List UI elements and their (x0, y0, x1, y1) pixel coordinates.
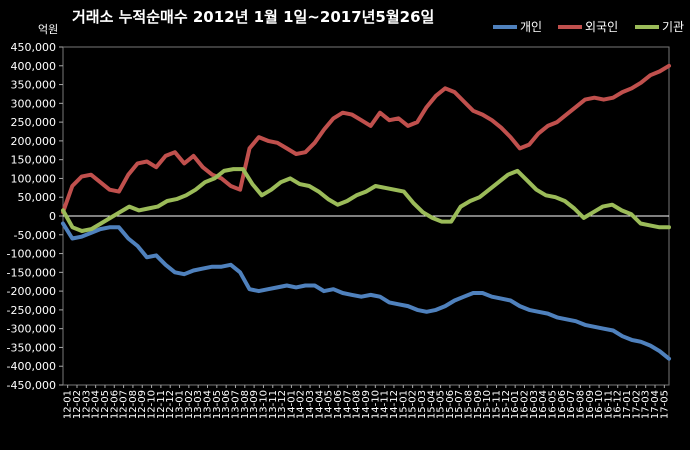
x-tick-label: 13-09 (249, 390, 260, 419)
x-tick-label: 12-12 (165, 390, 176, 419)
y-tick-label: 350,000 (11, 79, 57, 92)
y-tick-label: -300,000 (7, 323, 56, 336)
y-tick-label: 250,000 (11, 116, 57, 129)
series-group (61, 63, 671, 361)
series-line-3 (61, 167, 671, 233)
legend: 개인 외국인 기관 (493, 20, 684, 34)
y-tick-label: -250,000 (7, 304, 56, 317)
y-tick-label: -350,000 (7, 341, 56, 354)
x-tick-label: 17-04 (650, 390, 661, 419)
y-tick-label: 50,000 (18, 191, 57, 204)
x-tick-label: 13-06 (221, 390, 232, 419)
x-axis: 12-0112-0212-0312-0412-0512-0612-0712-08… (63, 385, 670, 419)
x-tick-label: 15-06 (445, 390, 456, 419)
x-tick-label: 15-01 (398, 390, 409, 419)
x-tick-label: 12-04 (91, 390, 102, 419)
x-tick-label: 14-05 (324, 390, 335, 419)
x-tick-label: 14-04 (314, 390, 325, 419)
x-tick-label: 15-02 (408, 390, 419, 419)
x-tick-label: 12-05 (100, 390, 111, 419)
x-tick-label: 16-03 (529, 390, 540, 419)
x-tick-label: 13-11 (268, 390, 279, 419)
x-tick-label: 12-01 (63, 390, 74, 419)
x-tick-label: 17-02 (631, 390, 642, 419)
x-tick-label: 16-08 (575, 390, 586, 419)
legend-label-1: 개인 (520, 20, 542, 34)
x-tick-label: 14-10 (370, 390, 381, 419)
x-tick-label: 15-09 (473, 390, 484, 419)
series-line-1 (61, 221, 671, 361)
x-tick-label: 14-08 (352, 390, 363, 419)
y-tick-label: 400,000 (11, 60, 57, 73)
x-tick-label: 15-10 (482, 390, 493, 419)
series-line-2 (61, 63, 671, 215)
y-tick-label: -400,000 (7, 360, 56, 373)
x-tick-label: 14-02 (296, 390, 307, 419)
y-tick-label: 300,000 (11, 97, 57, 110)
x-tick-label: 15-04 (426, 390, 437, 419)
x-tick-label: 16-07 (566, 390, 577, 419)
x-tick-label: 16-10 (594, 390, 605, 419)
y-unit-label: 억원 (38, 23, 58, 36)
x-tick-label: 14-06 (333, 390, 344, 419)
x-tick-label: 13-04 (203, 390, 214, 419)
legend-label-2: 외국인 (585, 20, 618, 34)
y-tick-label: 0 (49, 210, 56, 223)
x-tick-label: 16-09 (585, 390, 596, 419)
y-tick-label: 100,000 (11, 172, 57, 185)
x-tick-label: 12-08 (128, 390, 139, 419)
x-tick-label: 14-09 (361, 390, 372, 419)
x-tick-label: 16-02 (519, 390, 530, 419)
x-tick-label: 13-05 (212, 390, 223, 419)
x-tick-label: 13-10 (258, 390, 269, 419)
y-tick-label: 200,000 (11, 135, 57, 148)
x-tick-label: 17-03 (641, 390, 652, 419)
x-tick-label: 15-11 (492, 390, 503, 419)
x-tick-label: 13-01 (175, 390, 186, 419)
x-tick-label: 12-10 (147, 390, 158, 419)
y-axis: 450,000 400,000 350,000 300,000 250,000 200,0… (7, 41, 63, 392)
x-tick-label: 15-07 (454, 390, 465, 419)
x-tick-label: 16-11 (603, 390, 614, 419)
x-tick-label: 15-03 (417, 390, 428, 419)
chart-title: 거래소 누적순매수 2012년 1월 1일~2017년5월26일 (72, 8, 434, 26)
x-tick-label: 12-11 (156, 390, 167, 419)
y-tick-label: -200,000 (7, 285, 56, 298)
x-tick-label: 14-03 (305, 390, 316, 419)
x-tick-label: 12-07 (119, 390, 130, 419)
x-tick-label: 16-01 (510, 390, 521, 419)
x-tick-label: 13-08 (240, 390, 251, 419)
x-tick-label: 15-12 (501, 390, 512, 419)
y-tick-label: 150,000 (11, 154, 57, 167)
y-tick-label: -50,000 (14, 229, 56, 242)
x-tick-label: 15-08 (464, 390, 475, 419)
y-tick-label: -100,000 (7, 248, 56, 261)
y-tick-label: -450,000 (7, 379, 56, 392)
x-tick-label: 15-05 (436, 390, 447, 419)
x-tick-label: 13-03 (193, 390, 204, 419)
x-tick-label: 17-05 (659, 390, 670, 419)
x-tick-label: 14-12 (389, 390, 400, 419)
x-tick-label: 17-01 (622, 390, 633, 419)
y-tick-label: 450,000 (11, 41, 57, 54)
x-tick-label: 16-06 (557, 390, 568, 419)
x-tick-label: 14-11 (380, 390, 391, 419)
x-tick-label: 16-12 (613, 390, 624, 419)
x-tick-label: 12-02 (72, 390, 83, 419)
x-tick-label: 12-06 (109, 390, 120, 419)
x-tick-label: 13-02 (184, 390, 195, 419)
y-tick-label: -150,000 (7, 266, 56, 279)
x-tick-label: 14-07 (342, 390, 353, 419)
x-tick-label: 12-09 (137, 390, 148, 419)
x-tick-label: 14-01 (286, 390, 297, 419)
x-tick-label: 12-03 (81, 390, 92, 419)
x-tick-label: 13-07 (230, 390, 241, 419)
legend-label-3: 기관 (662, 20, 684, 34)
x-tick-label: 13-12 (277, 390, 288, 419)
x-tick-label: 16-04 (538, 390, 549, 419)
x-tick-label: 16-05 (547, 390, 558, 419)
